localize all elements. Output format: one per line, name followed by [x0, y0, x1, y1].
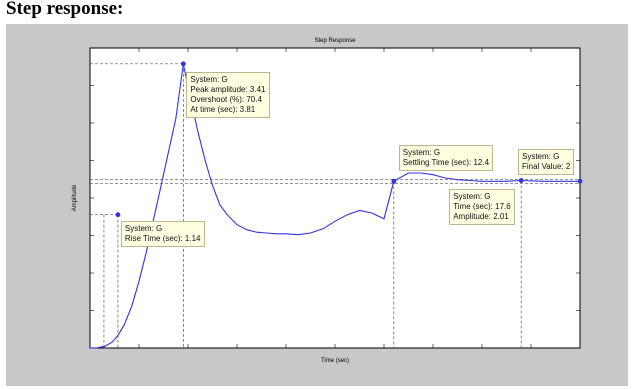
- marker-final: [577, 178, 583, 184]
- datatip-point-time: Time (sec): 17.6: [453, 201, 511, 211]
- datatip-final-value: Final Value: 2: [522, 162, 571, 172]
- datatip-point-amplitude: Amplitude: 2.01: [453, 211, 509, 221]
- datatip-peak-system: System: G: [190, 74, 228, 84]
- datatip-final[interactable]: System: G Final Value: 2: [518, 149, 575, 176]
- figure-window: Step Response Time (sec) Amplitude Syste…: [6, 24, 628, 386]
- datatip-peak[interactable]: System: G Peak amplitude: 3.41 Overshoot…: [186, 71, 270, 118]
- marker-settling: [391, 178, 397, 184]
- datatip-point[interactable]: System: G Time (sec): 17.6 Amplitude: 2.…: [449, 188, 515, 225]
- marker-point: [518, 178, 524, 183]
- datatip-peak-overshoot: Overshoot (%): 70.4: [190, 94, 262, 104]
- step-response-chart: Step Response Time (sec) Amplitude: [72, 38, 583, 364]
- datatip-settling[interactable]: System: G Settling Time (sec): 12.4: [398, 145, 494, 172]
- datatip-rise-system: System: G: [124, 223, 163, 233]
- datatip-peak-time: At time (sec): 3.81: [190, 104, 256, 114]
- series-line-g: [89, 63, 580, 349]
- chart-title: Step Response: [314, 38, 356, 44]
- axis-ticks: [89, 47, 581, 349]
- datatip-settling-system: System: G: [402, 148, 441, 158]
- datatip-peak-amplitude: Peak amplitude: 3.41: [190, 84, 266, 94]
- datatip-settling-time: Settling Time (sec): 12.4: [402, 158, 490, 168]
- reference-lines: [90, 63, 580, 348]
- y-axis-label: Amplitude: [72, 184, 78, 211]
- marker-peak: [180, 61, 186, 67]
- datatip-rise[interactable]: System: G Rise Time (sec): 1.14: [120, 220, 205, 247]
- marker-rise: [115, 212, 121, 218]
- datatip-final-system: System: G: [522, 152, 560, 162]
- page-heading: Step response:: [6, 0, 124, 19]
- datatip-markers: [115, 61, 583, 218]
- datatip-rise-time: Rise Time (sec): 1.14: [124, 233, 201, 243]
- x-axis-label: Time (sec): [321, 358, 349, 364]
- datatip-point-system: System: G: [453, 191, 491, 201]
